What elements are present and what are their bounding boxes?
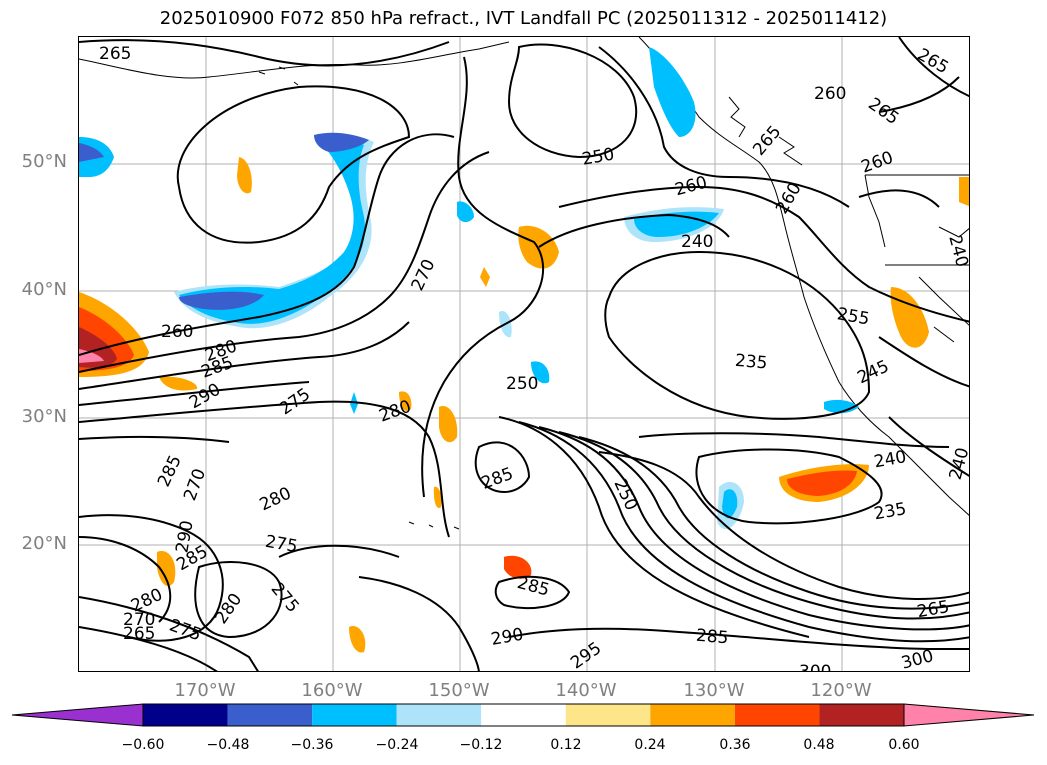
lon-label-160w: 160°W xyxy=(301,680,363,701)
contour-label: 280 xyxy=(376,397,413,427)
colorbar-cell xyxy=(481,704,566,726)
contour-label: 260 xyxy=(673,173,710,201)
lon-label-140w: 140°W xyxy=(555,680,617,701)
contour-label: 250 xyxy=(581,144,616,169)
lon-label-130w: 130°W xyxy=(683,680,745,701)
contour-label: 235 xyxy=(872,499,907,524)
lon-label-150w: 150°W xyxy=(428,680,490,701)
colorbar-cell xyxy=(565,704,651,726)
refractivity-contours xyxy=(79,37,969,671)
contour-label: 260 xyxy=(814,84,846,104)
contour-label: 295 xyxy=(567,638,605,672)
contour-label: 285 xyxy=(154,452,186,490)
colorbar-cells xyxy=(11,703,1035,727)
contour-labels: 265 260 265 260 265 250 260 265 260 240 … xyxy=(99,44,970,672)
contour-label: 285 xyxy=(515,573,552,601)
contour-label: 240 xyxy=(872,447,907,472)
contour-label: 290 xyxy=(490,625,525,650)
contour-label: 255 xyxy=(836,304,871,329)
lat-label-40n: 40°N xyxy=(21,279,67,300)
contour-label: 235 xyxy=(734,351,768,374)
contour-label: 240 xyxy=(946,446,970,483)
colorbar-cell xyxy=(312,704,397,726)
colorbar-cell xyxy=(227,704,313,726)
contour-label: 265 xyxy=(99,44,131,64)
colorbar-tick: −0.36 xyxy=(290,737,334,753)
contour-label: 280 xyxy=(211,590,246,628)
contour-label: 250 xyxy=(506,374,538,394)
map-title: 2025010900 F072 850 hPa refract., IVT La… xyxy=(159,8,888,29)
colorbar-tick: 0.48 xyxy=(803,737,835,753)
colorbar-extend-low xyxy=(11,703,144,727)
contour-label: 240 xyxy=(681,232,713,252)
contour-label: 265 xyxy=(864,94,902,129)
lat-label-50n: 50°N xyxy=(21,151,67,172)
colorbar-tick: 0.12 xyxy=(550,737,582,753)
colorbar-cell xyxy=(143,704,228,726)
map-canvas: 265 260 265 260 265 250 260 265 260 240 … xyxy=(79,37,970,672)
contour-label: 285 xyxy=(695,626,729,649)
colorbar-frame xyxy=(142,703,905,727)
lon-label-120w: 120°W xyxy=(810,680,872,701)
lat-label-20n: 20°N xyxy=(21,533,67,554)
coastlines xyxy=(79,37,969,530)
colorbar-cell xyxy=(819,704,904,726)
contour-label: 240 xyxy=(944,233,970,270)
contour-label: 275 xyxy=(264,532,299,557)
contour-label: 265 xyxy=(123,624,155,644)
contour-label: 275 xyxy=(267,579,303,617)
colorbar-tick: −0.24 xyxy=(375,737,419,753)
map-panel: 265 260 265 260 265 250 260 265 260 240 … xyxy=(78,36,970,672)
lat-label-30n: 30°N xyxy=(21,406,67,427)
colorbar-cell xyxy=(650,704,735,726)
contour-label: 300 xyxy=(799,662,831,672)
contour-label: 275 xyxy=(276,384,314,419)
colorbar xyxy=(11,703,1035,727)
colorbar-tick: −0.60 xyxy=(121,737,165,753)
lon-label-170w: 170°W xyxy=(174,680,236,701)
contour-label: 265 xyxy=(915,597,950,622)
colorbar-tick: 0.24 xyxy=(634,737,666,753)
contour-label: 260 xyxy=(859,148,896,178)
contour-label: 270 xyxy=(123,610,155,630)
colorbar-cell xyxy=(396,704,482,726)
contour-label: 245 xyxy=(854,356,892,388)
colorbar-tick: 0.36 xyxy=(719,737,751,753)
contour-label: 280 xyxy=(257,483,295,515)
contour-label: 260 xyxy=(161,322,193,342)
contour-label: 265 xyxy=(749,122,785,160)
contour-label: 285 xyxy=(199,353,236,383)
positive-shading xyxy=(79,157,969,653)
contour-label: 300 xyxy=(899,646,936,672)
colorbar-extend-high xyxy=(903,703,1035,727)
contour-label: 285 xyxy=(479,464,516,494)
negative-shading xyxy=(79,47,859,530)
colorbar-tick: 0.60 xyxy=(888,737,920,753)
colorbar-cell xyxy=(734,704,820,726)
colorbar-tick: −0.48 xyxy=(206,737,250,753)
colorbar-tick: −0.12 xyxy=(459,737,503,753)
